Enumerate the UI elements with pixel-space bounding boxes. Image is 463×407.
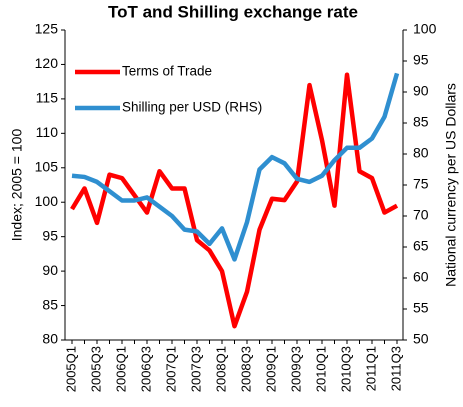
y2-tick-label: 90	[413, 83, 429, 99]
x-tick-label: 2009Q1	[263, 346, 278, 392]
legend-label: Shilling per USD (RHS)	[122, 100, 262, 115]
y-axis-label: Index; 2005 = 100	[9, 129, 25, 242]
x-tick-label: 2006Q1	[113, 346, 128, 392]
y2-tick-label: 85	[413, 114, 429, 130]
x-tick-label: 2010Q1	[313, 346, 328, 392]
y-tick-label: 100	[35, 193, 59, 209]
series-line	[71, 72, 400, 262]
x-tick-label: 2009Q3	[288, 346, 303, 392]
y-tick-label: 90	[42, 262, 58, 278]
x-tick-label: 2005Q1	[63, 346, 78, 392]
x-tick-label: 2006Q3	[138, 346, 153, 392]
y2-tick-label: 65	[413, 238, 429, 254]
y-tick-label: 120	[35, 55, 59, 71]
legend-label: Terms of Trade	[122, 64, 212, 79]
y-tick-label: 125	[35, 21, 59, 37]
y2-tick-label: 95	[413, 52, 429, 68]
y2-axis-label: National currency per US Dollars	[443, 83, 459, 287]
y-tick-label: 110	[36, 124, 59, 140]
x-tick-label: 2007Q1	[163, 346, 178, 392]
x-tick-label: 2008Q3	[238, 346, 253, 392]
y2-tick-label: 80	[413, 145, 429, 161]
y2-tick-label: 75	[413, 176, 429, 192]
y2-tick-label: 70	[413, 207, 429, 223]
x-tick-label: 2005Q3	[88, 346, 103, 392]
x-tick-label: 2010Q3	[338, 346, 353, 392]
x-tick-label: 2008Q1	[213, 346, 228, 392]
series-line	[70, 72, 399, 329]
y-tick-label: 115	[36, 90, 59, 106]
chart-title: ToT and Shilling exchange rate	[108, 2, 358, 21]
y-tick-label: 85	[42, 296, 58, 312]
x-tick-label: 2011Q1	[363, 346, 378, 391]
x-tick-label: 2011Q3	[388, 346, 403, 391]
y2-tick-label: 100	[413, 21, 437, 37]
y-tick-label: 105	[35, 158, 59, 174]
y2-tick-label: 50	[413, 331, 429, 347]
x-tick-label: 2007Q3	[188, 346, 203, 392]
y2-tick-label: 55	[413, 300, 429, 316]
y-tick-label: 95	[42, 227, 58, 243]
y-tick-label: 80	[42, 331, 58, 347]
y2-tick-label: 60	[413, 269, 429, 285]
